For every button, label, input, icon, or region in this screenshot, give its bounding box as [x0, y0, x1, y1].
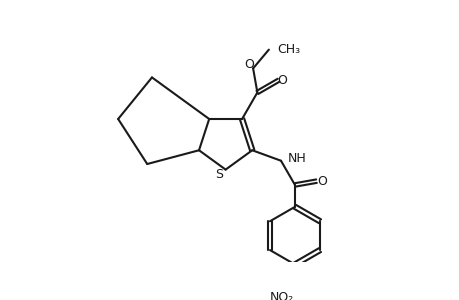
Text: NO₂: NO₂	[269, 291, 293, 300]
Text: O: O	[316, 175, 326, 188]
Text: O: O	[244, 58, 254, 71]
Text: NH: NH	[287, 152, 306, 166]
Text: CH₃: CH₃	[277, 43, 300, 56]
Text: O: O	[276, 74, 286, 87]
Text: S: S	[214, 168, 222, 181]
